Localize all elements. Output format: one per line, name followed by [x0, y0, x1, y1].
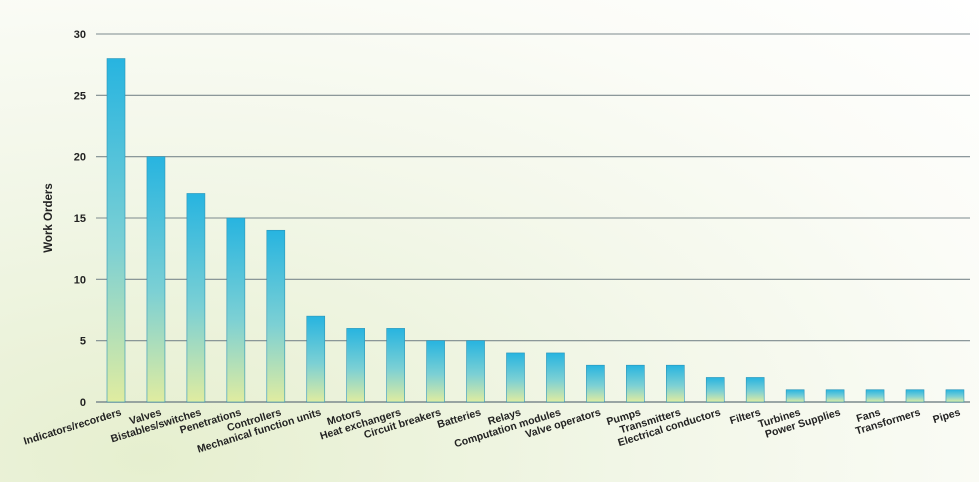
bar: [945, 389, 965, 403]
bar: [905, 389, 925, 403]
x-axis-labels: Indicators/recorders ValvesBistables/swit…: [22, 406, 962, 455]
bar: [626, 364, 645, 403]
y-axis-ticks: 0 5 10 15 20 25 30: [74, 29, 86, 409]
y-tick-label: 0: [80, 397, 86, 409]
bar: [146, 156, 166, 403]
bar: [825, 389, 845, 403]
bar: [266, 229, 286, 403]
bar: [346, 328, 366, 403]
bar: [745, 377, 765, 403]
y-tick-label: 20: [74, 152, 86, 164]
bar: [106, 58, 126, 403]
bar: [705, 377, 725, 403]
bar: [226, 217, 246, 403]
bar: [186, 193, 206, 403]
y-tick-label: 10: [74, 274, 86, 286]
bar: [546, 352, 565, 403]
bars: [106, 58, 965, 403]
bar: [785, 389, 805, 403]
y-tick-label: 15: [74, 213, 86, 225]
bar: [865, 389, 885, 403]
y-axis-title: Work Orders: [43, 183, 55, 252]
bar: [386, 328, 405, 403]
bar: [426, 340, 445, 403]
x-tick-label: Batteries: [436, 406, 483, 431]
y-tick-label: 5: [80, 336, 86, 348]
x-tick-label: Filters: [728, 406, 762, 427]
x-tick-label: Pipes: [932, 406, 962, 426]
y-tick-label: 25: [74, 90, 86, 102]
bar: [466, 340, 485, 403]
x-tick-label: Indicators/recorders: [22, 406, 123, 447]
bar: [586, 364, 605, 403]
bar: [306, 315, 326, 403]
bar: [665, 364, 685, 403]
y-tick-label: 30: [74, 29, 86, 41]
bar: [506, 352, 525, 403]
